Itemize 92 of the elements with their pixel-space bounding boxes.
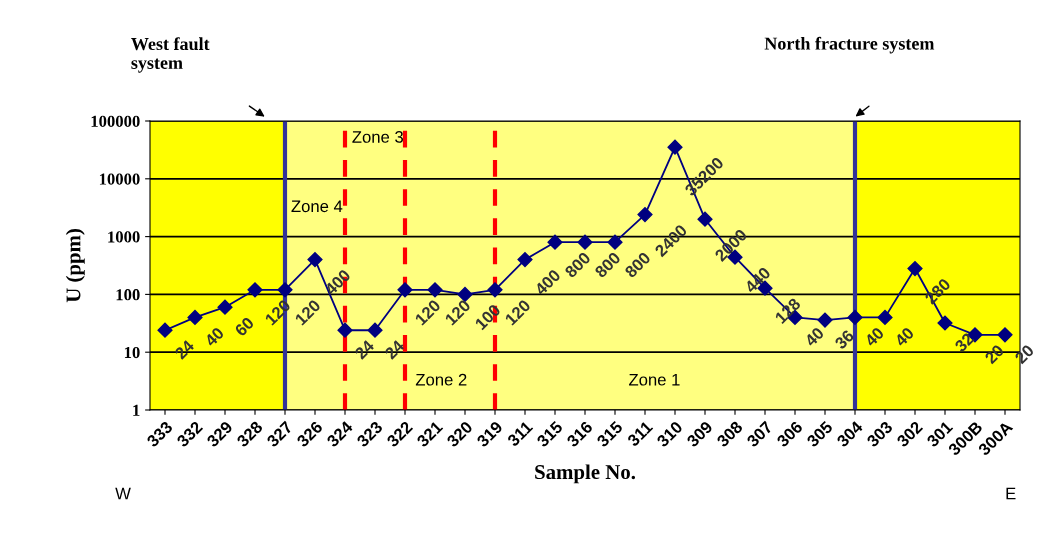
data-label: 120 <box>264 298 292 326</box>
data-label: 40 <box>203 326 225 348</box>
x-tick-label: 329 <box>205 420 234 448</box>
x-tick-label: 328 <box>235 420 264 448</box>
y-tick-label: 10000 <box>99 173 140 185</box>
point <box>547 234 563 250</box>
x-tick-label: 302 <box>895 420 924 448</box>
point <box>907 260 923 277</box>
y-tick-label: 1000 <box>108 231 140 243</box>
data-label: 20 <box>984 343 1005 365</box>
point <box>577 234 593 250</box>
x-tick-label: 310 <box>655 420 684 448</box>
point <box>517 252 533 268</box>
data-label: 400 <box>323 268 352 297</box>
x-tick-label: 308 <box>715 420 744 448</box>
point <box>397 282 413 298</box>
x-tick-label: 324 <box>325 420 354 448</box>
data-label: 120 <box>414 298 442 326</box>
x-tick-label: 333 <box>145 420 174 448</box>
point <box>667 139 683 155</box>
text: W <box>115 487 131 500</box>
data-label: 400 <box>533 268 562 297</box>
data-label: 800 <box>624 251 652 279</box>
y-tick-label: 1 <box>133 404 140 416</box>
point <box>307 252 323 268</box>
x-tick-label: 323 <box>355 420 384 448</box>
data-label: 20 <box>1014 343 1035 365</box>
point <box>487 282 503 298</box>
annotation: Zone 2 <box>415 373 467 386</box>
data-label: 40 <box>863 326 885 348</box>
point <box>277 282 293 298</box>
data-label: 40 <box>893 326 915 348</box>
x-tick-label: 315 <box>595 420 624 448</box>
data-label: 800 <box>564 251 592 279</box>
point <box>157 322 173 338</box>
x-tick-label: 309 <box>685 420 714 448</box>
data-label: 280 <box>924 277 952 305</box>
x-tick-label: 306 <box>775 420 804 448</box>
annotation: Zone 3 <box>352 131 403 143</box>
x-tick-label: 305 <box>805 420 834 448</box>
point <box>247 282 263 298</box>
point <box>607 234 623 250</box>
y-tick-label: 100 <box>116 289 140 301</box>
data-label: 128 <box>774 297 802 325</box>
data-label: 36 <box>833 329 855 350</box>
point <box>997 327 1013 343</box>
x-axis-title: Sample No. <box>535 464 636 484</box>
x-tick-label: 315 <box>535 420 564 448</box>
point <box>367 322 383 338</box>
x-tick-label: 327 <box>265 420 294 448</box>
x-tick-label: 321 <box>415 420 444 448</box>
x-tick-label: 311 <box>626 420 654 448</box>
point <box>697 211 713 227</box>
point <box>877 309 893 325</box>
data-label: 24 <box>174 338 195 360</box>
data-label: 120 <box>504 298 532 326</box>
point <box>937 315 953 331</box>
x-tick-label: 319 <box>475 420 504 448</box>
x-tick-label: 303 <box>865 420 894 448</box>
data-label: 440 <box>743 266 772 294</box>
x-tick-label: 307 <box>745 420 774 448</box>
data-label: 24 <box>384 338 405 360</box>
x-tick-label: 326 <box>295 420 324 448</box>
y-axis-title: U (ppm) <box>65 229 85 303</box>
text: E <box>1006 487 1016 500</box>
x-tick-label: 322 <box>385 420 414 448</box>
data-label: 100 <box>474 303 502 331</box>
data-label: 800 <box>594 251 622 279</box>
point <box>187 309 203 325</box>
data-label: 120 <box>444 298 472 326</box>
point <box>337 322 353 338</box>
text: West fault system <box>131 37 210 73</box>
point <box>847 309 863 325</box>
y-tick-label: 10 <box>124 346 140 359</box>
x-tick-label: 320 <box>445 420 474 448</box>
point <box>817 312 833 328</box>
data-label: 120 <box>294 298 322 326</box>
data-label: 24 <box>354 338 375 360</box>
point <box>637 207 653 223</box>
text: North fracture system <box>764 36 935 54</box>
x-tick-label: 311 <box>506 420 534 448</box>
point <box>427 282 443 298</box>
data-label: 32 <box>953 332 975 353</box>
x-tick-label: 316 <box>565 420 594 448</box>
annotation: Zone 1 <box>629 373 680 386</box>
data-label: 60 <box>234 316 255 337</box>
x-tick-label: 332 <box>175 420 204 448</box>
x-tick-label: 304 <box>835 420 864 448</box>
y-tick-label: 100000 <box>91 115 140 127</box>
point <box>217 299 233 315</box>
data-label: 40 <box>803 326 825 348</box>
annotation: Zone 4 <box>291 200 343 213</box>
